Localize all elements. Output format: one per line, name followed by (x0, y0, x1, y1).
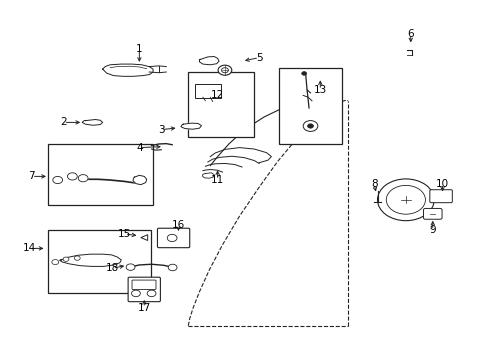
Circle shape (218, 65, 231, 75)
FancyBboxPatch shape (429, 190, 451, 203)
Circle shape (53, 176, 62, 184)
Circle shape (303, 121, 317, 131)
Polygon shape (181, 123, 201, 129)
Text: 15: 15 (118, 229, 131, 239)
Text: 2: 2 (60, 117, 67, 127)
Polygon shape (133, 175, 146, 185)
Text: 8: 8 (370, 179, 377, 189)
Polygon shape (199, 57, 219, 65)
Circle shape (52, 260, 59, 265)
FancyBboxPatch shape (128, 277, 160, 302)
Circle shape (377, 179, 433, 221)
Text: 4: 4 (136, 143, 142, 153)
Circle shape (78, 175, 88, 182)
FancyBboxPatch shape (195, 84, 220, 98)
Circle shape (307, 124, 313, 128)
Circle shape (167, 234, 177, 242)
Bar (188, 72, 254, 137)
Circle shape (168, 264, 177, 271)
Text: 12: 12 (210, 90, 224, 100)
Text: 11: 11 (210, 175, 224, 185)
Polygon shape (141, 235, 147, 240)
Text: 14: 14 (22, 243, 36, 253)
Circle shape (67, 173, 77, 180)
Circle shape (74, 256, 80, 260)
Circle shape (386, 185, 425, 214)
FancyBboxPatch shape (423, 208, 441, 219)
Polygon shape (60, 254, 121, 266)
Circle shape (147, 290, 156, 297)
Polygon shape (82, 120, 102, 125)
Text: 10: 10 (435, 179, 448, 189)
Bar (48, 144, 153, 205)
Text: 5: 5 (255, 53, 262, 63)
Circle shape (301, 72, 306, 75)
FancyBboxPatch shape (157, 228, 189, 248)
Text: 13: 13 (313, 85, 326, 95)
Text: 3: 3 (158, 125, 164, 135)
Circle shape (131, 290, 140, 297)
Text: 6: 6 (407, 29, 413, 39)
Polygon shape (202, 173, 214, 178)
Bar (48, 230, 150, 293)
Circle shape (63, 257, 69, 261)
Bar (278, 68, 342, 144)
Text: 16: 16 (171, 220, 185, 230)
Text: 9: 9 (428, 225, 435, 235)
Text: 1: 1 (136, 44, 142, 54)
Polygon shape (102, 64, 153, 76)
Text: 17: 17 (137, 303, 151, 313)
Text: 18: 18 (105, 263, 119, 273)
FancyBboxPatch shape (132, 280, 156, 289)
Circle shape (221, 68, 228, 73)
Text: 7: 7 (28, 171, 35, 181)
Circle shape (126, 264, 135, 270)
